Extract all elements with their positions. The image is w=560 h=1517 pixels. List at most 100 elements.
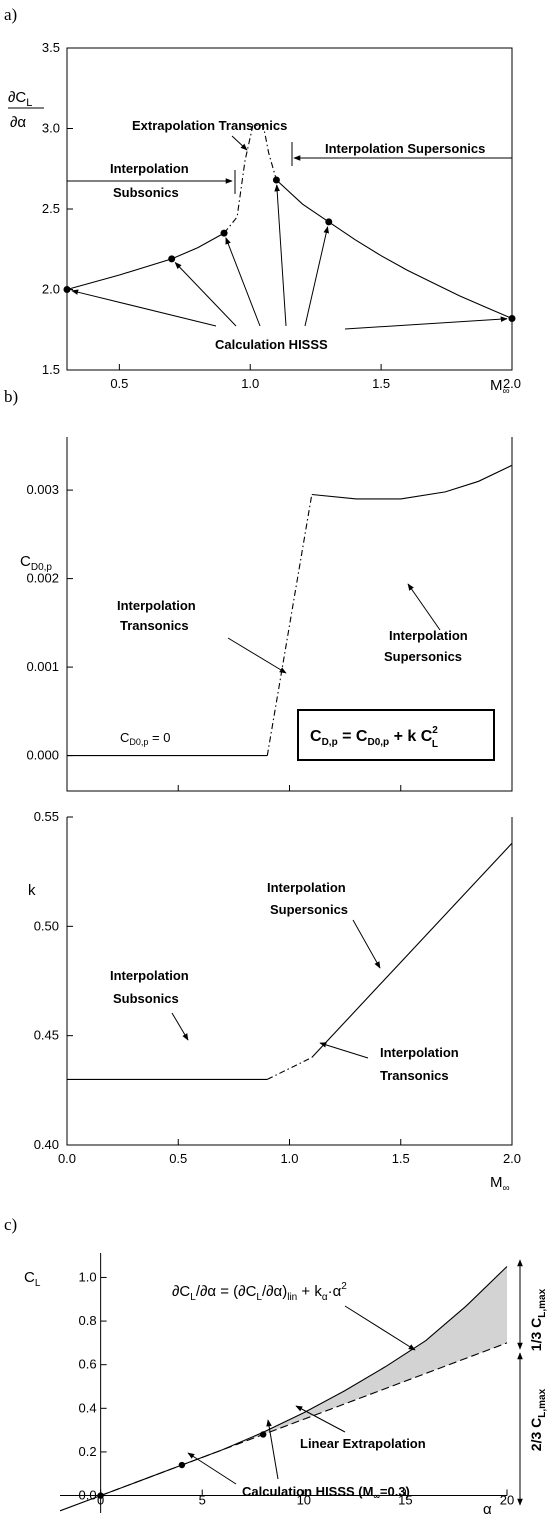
chart-b1-formula-a: C: [310, 728, 322, 745]
chart-b2-ticks: 0.40 0.45 0.50 0.55 0.0 0.5 1.0 1.5 2.0: [34, 809, 521, 1166]
chart-c-ytick-label: 0.4: [79, 1400, 97, 1415]
chart-a-series-1: [223, 124, 277, 234]
chart-c-arrow-linear: [295, 1405, 346, 1433]
chart-b2-arrow-sub: [171, 1012, 189, 1041]
chart-b1-formula-plus: + k C: [389, 728, 433, 745]
chart-b1-ytick-label: 0.000: [26, 748, 59, 763]
chart-a-calc-point: [63, 286, 71, 293]
chart-c-calc-point: [259, 1431, 267, 1438]
chart-b2-series-1: [267, 1057, 313, 1080]
chart-b2-ann-sub-1: Interpolation: [110, 968, 189, 983]
chart-a-xtick-label: 1.5: [372, 376, 390, 391]
chart-b2-xtick-label: 1.5: [392, 1151, 410, 1166]
chart-c-ann-calc: Calculation HISSS (M∞=0.3): [242, 1484, 410, 1501]
chart-a-calc-arrow: [174, 262, 237, 327]
chart-c-xtick-label: 10: [297, 1493, 311, 1508]
chart-a-ytick-label: 2.5: [42, 201, 60, 216]
chart-c-formula-5: ·α: [328, 1283, 342, 1300]
chart-c-formula-1: ∂C: [172, 1283, 190, 1300]
chart-c-lines: [59, 1266, 508, 1512]
chart-b1-ylabel-sub: D0,p: [31, 562, 53, 573]
chart-b2-xlabel-main: M: [490, 1174, 503, 1191]
chart-a-ann-interp-sub-2: Subsonics: [113, 185, 179, 200]
chart-c-ann-calc-sub: ∞: [373, 1491, 380, 1501]
chart-b1-ytick-label: 0.003: [26, 482, 59, 497]
chart-a: 1.5 2.0 2.5 3.0 3.5 0.5 1.0 1.5 2.0 ∂CL ∂α M∞ Ex…: [8, 40, 521, 397]
chart-a-ylabel-num-sub: L: [26, 97, 32, 109]
chart-b1-ann-super-2: Supersonics: [384, 649, 462, 664]
chart-a-xtick-label: 0.5: [110, 376, 128, 391]
chart-a-calc-arrow: [71, 289, 217, 327]
chart-b1-lines: [67, 464, 513, 757]
chart-b2-ytick-label: 0.55: [34, 809, 59, 824]
chart-b1-zero-label: CD0,p = 0: [120, 730, 170, 747]
chart-b1-zero-label-rest: = 0: [148, 730, 170, 745]
chart-a-ylabel-den: ∂α: [10, 114, 26, 131]
chart-a-ann-extrap-trans: Extrapolation Transonics: [132, 118, 287, 133]
chart-a-ann-interp-super: Interpolation Supersonics: [325, 141, 485, 156]
chart-b2-ylabel: k: [28, 882, 36, 899]
chart-a-series-2: [276, 179, 513, 320]
chart-b1-formula-c-sup: 2: [432, 725, 438, 736]
chart-a-calc-point: [272, 176, 280, 184]
chart-c-series-2: [59, 1495, 101, 1512]
chart-a-calc-point: [508, 314, 516, 322]
chart-c-shaded-area: [100, 1266, 507, 1496]
chart-c-ytick-label: 0.2: [79, 1444, 97, 1459]
chart-c-ytick-label: 0.8: [79, 1313, 97, 1328]
chart-c-ann-linear: Linear Extrapolation: [300, 1436, 426, 1451]
chart-c-formula-2: /∂α = (∂C: [196, 1283, 257, 1300]
chart-c-formula-4: + k: [297, 1283, 322, 1300]
chart-a-ticks: 1.5 2.0 2.5 3.0 3.5 0.5 1.0 1.5 2.0: [42, 40, 521, 391]
chart-b2-arrow-super: [352, 919, 381, 969]
chart-b2-ann-trans-2: Transonics: [380, 1068, 449, 1083]
chart-b1-ann-super-1: Interpolation: [389, 628, 468, 643]
chart-c-formula-1-sub: L: [190, 1292, 196, 1303]
chart-b1-ann-trans-1: Interpolation: [117, 598, 196, 613]
chart-a-points: [63, 176, 516, 322]
chart-b2-ytick-label: 0.45: [34, 1028, 59, 1043]
chart-c-ylabel-sub: L: [35, 1278, 41, 1289]
chart-c: 0.00.20.40.60.81.00 5 10 15 20 CL α ∂CL/∂α =…: [24, 1253, 548, 1517]
chart-b1-zero-label-sub: D0,p: [129, 737, 148, 747]
chart-c-xlabel: α: [483, 1501, 492, 1517]
chart-c-ann-calc-2: =0.3): [380, 1484, 410, 1499]
chart-b1-zero-label-main: C: [120, 730, 129, 745]
chart-b1-formula-b-sub: D0,p: [367, 737, 389, 748]
chart-b1-ann-trans-2: Transonics: [120, 618, 189, 633]
chart-c-formula-3: /∂α): [262, 1283, 287, 1300]
chart-c-formula-2-sub: L: [256, 1292, 262, 1303]
chart-b2-xtick-label: 0.0: [58, 1151, 76, 1166]
chart-b2-xtick-label: 1.0: [280, 1151, 298, 1166]
chart-b2-xtick-label: 0.5: [169, 1151, 187, 1166]
chart-c-arrow-calc-2: [266, 1419, 279, 1480]
chart-b1-formula-box: [297, 709, 495, 761]
chart-b1-series-2: [311, 464, 513, 500]
chart-a-calc-arrows: [71, 184, 508, 330]
chart-a-ytick-label: 3.5: [42, 40, 60, 55]
panel-label-c: c): [4, 1215, 17, 1234]
chart-a-ytick-label: 1.5: [42, 362, 60, 377]
chart-c-ann-calc-1: Calculation HISSS (M: [242, 1484, 373, 1499]
chart-c-series-0: [100, 1266, 508, 1497]
chart-b2-series-2: [311, 842, 513, 1058]
chart-b2-lines: [67, 842, 513, 1080]
chart-b2-xlabel-sub: ∞: [503, 1183, 510, 1194]
chart-a-calc-arrow: [344, 316, 508, 330]
chart-b1-formula-a-sub: D,p: [322, 737, 338, 748]
chart-b2-ann-trans-1: Interpolation: [380, 1045, 459, 1060]
chart-c-formula-3-sub: lin: [287, 1292, 297, 1303]
chart-b1-formula-c-sub: L: [432, 739, 438, 750]
chart-a-ann-interp-sub-1: Interpolation: [110, 161, 189, 176]
chart-a-ytick-label: 2.0: [42, 282, 60, 297]
panel-label-b: b): [4, 387, 18, 406]
chart-a-arrow-extrap: [231, 135, 248, 151]
chart-b1-formula: CD,p = CD0,p + k C2 L: [310, 725, 438, 750]
panel-label-a: a): [4, 5, 17, 24]
chart-c-ticks: 0.00.20.40.60.81.00 5 10 15 20: [79, 1269, 515, 1507]
chart-b1-ytick-label: 0.002: [26, 571, 59, 586]
chart-b1-ylabel-main: C: [20, 553, 31, 570]
chart-c-side-top-main: 1/3 C: [528, 1318, 544, 1351]
